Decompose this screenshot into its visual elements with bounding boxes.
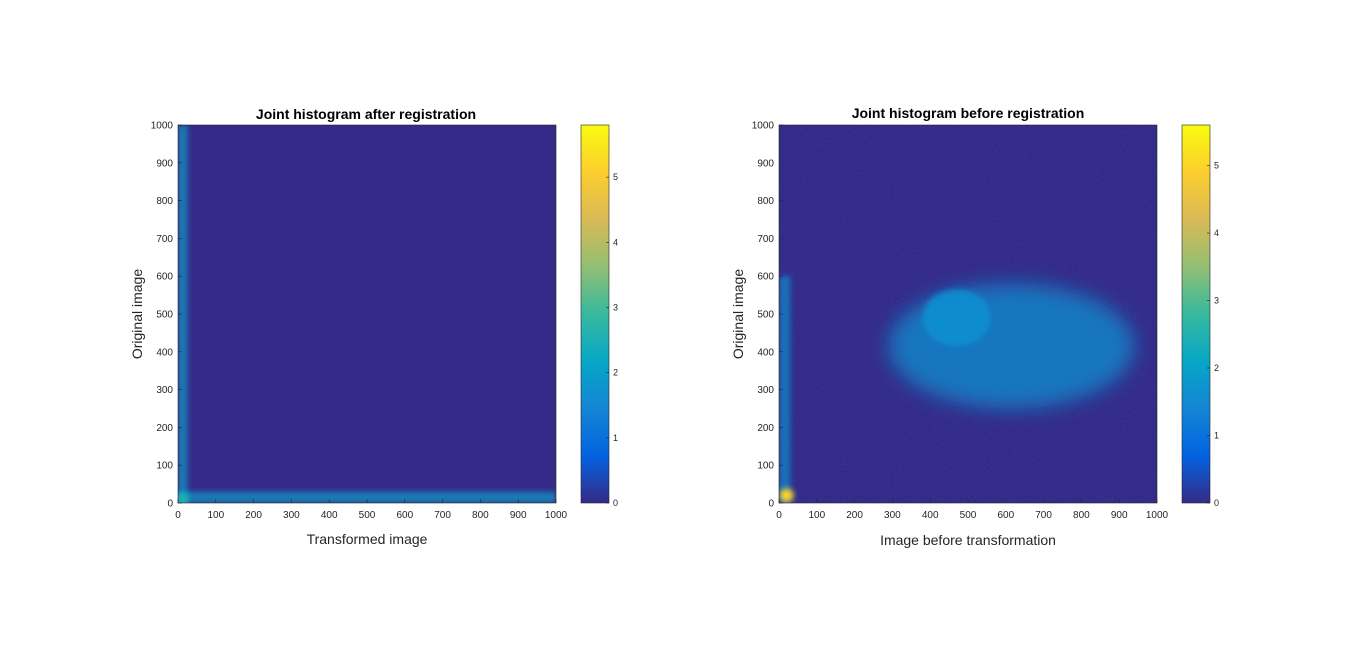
x-tick-labels: 0 100 200 300 400 500 600 700 800 900 1000 <box>776 499 1169 521</box>
heatmap-image <box>779 125 1157 503</box>
y-tick-label: 700 <box>156 234 173 245</box>
panel-after-registration: Joint histogram after registration 0 100 2… <box>129 106 618 547</box>
y-tick-label: 800 <box>757 196 774 207</box>
y-tick-label: 100 <box>156 461 173 472</box>
y-axis-label: Original image <box>730 269 746 359</box>
colorbar-tick-label: 2 <box>1214 363 1219 373</box>
y-tick-label: 500 <box>757 310 774 321</box>
y-axis-label: Original image <box>129 269 145 359</box>
x-tick-label: 200 <box>245 510 262 521</box>
x-tick-label: 100 <box>808 510 825 521</box>
x-tick-label: 900 <box>1111 510 1128 521</box>
y-tick-label: 1000 <box>151 121 174 132</box>
y-tick-label: 0 <box>768 499 774 510</box>
colorbar-tick-label: 4 <box>613 237 618 247</box>
x-tick-label: 0 <box>175 510 181 521</box>
heatmap-vertical-band <box>779 276 791 503</box>
colorbar-tick-label: 4 <box>1214 228 1219 238</box>
x-tick-label: 100 <box>207 510 224 521</box>
colorbar-tick-label: 0 <box>613 498 618 508</box>
x-tick-labels: 0 100 200 300 400 500 600 700 800 900 1000 <box>175 499 568 521</box>
x-tick-label: 400 <box>922 510 939 521</box>
x-tick-label: 900 <box>510 510 527 521</box>
x-tick-label: 700 <box>1035 510 1052 521</box>
x-tick-label: 200 <box>846 510 863 521</box>
colorbar-gradient <box>580 124 610 504</box>
x-tick-label: 0 <box>776 510 782 521</box>
colorbar-tick-label: 0 <box>1214 498 1219 508</box>
heatmap-diffuse-region <box>779 125 1157 503</box>
y-tick-label: 300 <box>156 385 173 396</box>
heatmap-vertical-band <box>178 125 188 503</box>
colorbar-gradient <box>1181 124 1211 504</box>
y-tick-label: 600 <box>757 272 774 283</box>
y-tick-label: 100 <box>757 461 774 472</box>
x-tick-label: 400 <box>321 510 338 521</box>
x-tick-label: 600 <box>997 510 1014 521</box>
chart-title: Joint histogram after registration <box>256 106 476 122</box>
colorbar: 0 1 2 3 4 5 <box>580 124 618 508</box>
colorbar-tick-label: 3 <box>1214 296 1219 306</box>
heatmap-image <box>178 125 556 503</box>
x-axis-label: Transformed image <box>307 531 428 547</box>
y-tick-label: 900 <box>757 158 774 169</box>
heatmap-horizontal-band <box>178 491 556 503</box>
y-tick-label: 500 <box>156 310 173 321</box>
x-tick-label: 700 <box>434 510 451 521</box>
heatmap-background <box>178 125 556 503</box>
x-tick-label: 300 <box>884 510 901 521</box>
x-tick-label: 600 <box>396 510 413 521</box>
colorbar-tick-label: 3 <box>613 302 618 312</box>
x-tick-label: 500 <box>359 510 376 521</box>
colorbar: 0 1 2 3 4 5 <box>1181 124 1219 508</box>
heatmap-peak-spot <box>779 488 794 503</box>
y-tick-label: 400 <box>156 347 173 358</box>
x-tick-label: 800 <box>1073 510 1090 521</box>
x-tick-label: 1000 <box>545 510 568 521</box>
y-tick-label: 1000 <box>752 121 775 132</box>
x-tick-label: 500 <box>960 510 977 521</box>
chart-title: Joint histogram before registration <box>852 105 1085 121</box>
y-tick-label: 0 <box>167 499 173 510</box>
x-axis-label: Image before transformation <box>880 532 1056 548</box>
y-tick-label: 900 <box>156 158 173 169</box>
colorbar-tick-label: 5 <box>1214 161 1219 171</box>
y-tick-labels: 0 100 200 300 400 500 600 700 800 900 1000 <box>752 121 783 510</box>
x-tick-label: 1000 <box>1146 510 1169 521</box>
colorbar-tick-label: 1 <box>613 433 618 443</box>
colorbar-tick-label: 2 <box>613 368 618 378</box>
y-tick-label: 600 <box>156 272 173 283</box>
y-tick-label: 800 <box>156 196 173 207</box>
y-tick-label: 200 <box>156 423 173 434</box>
y-tick-label: 400 <box>757 347 774 358</box>
y-tick-label: 700 <box>757 234 774 245</box>
heatmap-peak-spot <box>178 492 189 503</box>
y-tick-labels: 0 100 200 300 400 500 600 700 800 900 1000 <box>151 121 182 510</box>
panel-before-registration: Joint histogram before registration 0 100… <box>730 105 1219 548</box>
x-tick-label: 800 <box>472 510 489 521</box>
colorbar-tick-label: 1 <box>1214 431 1219 441</box>
y-tick-label: 300 <box>757 385 774 396</box>
colorbar-tick-label: 5 <box>613 172 618 182</box>
y-tick-label: 200 <box>757 423 774 434</box>
x-tick-label: 300 <box>283 510 300 521</box>
